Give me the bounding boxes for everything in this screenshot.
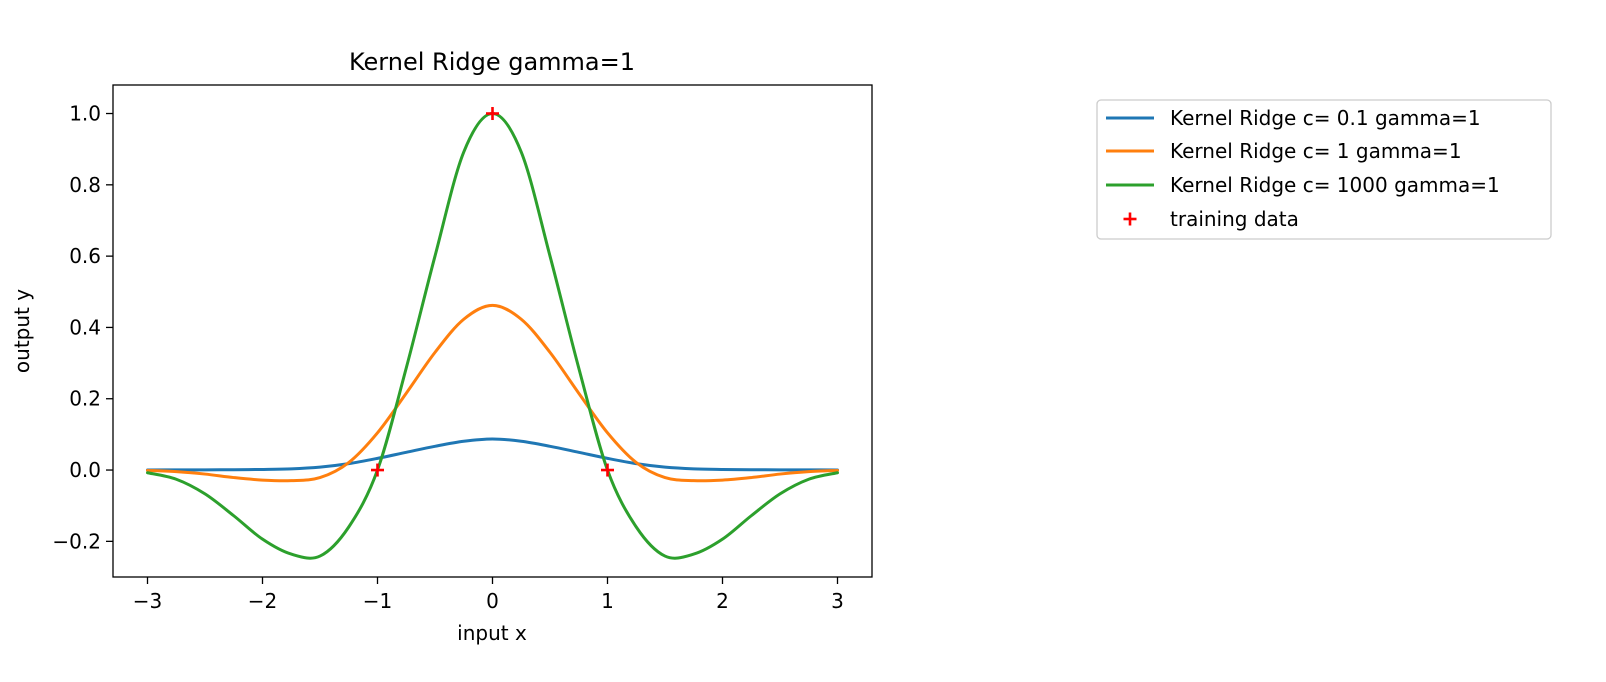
y-tick-label: −0.2 (52, 529, 101, 553)
series-line-3 (146, 112, 839, 560)
legend-box (1096, 99, 1552, 240)
series-line-1 (146, 437, 839, 472)
training-markers (371, 107, 614, 477)
x-tick-label: −2 (248, 589, 277, 613)
y-tick-label: 0.0 (69, 458, 101, 482)
y-tick-label: 0.4 (69, 315, 101, 339)
x-tick-label: −1 (363, 589, 392, 613)
series-line-2 (146, 303, 839, 483)
x-tick-label: 3 (831, 589, 844, 613)
x-tick-label: 1 (601, 589, 614, 613)
y-tick-label: 0.2 (69, 387, 101, 411)
legend-swatch-training (1123, 212, 1137, 226)
x-tick-label: 0 (486, 589, 499, 613)
legend-label-3: Kernel Ridge c= 1000 gamma=1 (1170, 173, 1500, 197)
legend-label-1: Kernel Ridge c= 0.1 gamma=1 (1170, 106, 1481, 130)
x-axis: −3 −2 −1 0 1 2 3 (133, 577, 844, 613)
x-tick-label: −3 (133, 589, 162, 613)
legend-label-2: Kernel Ridge c= 1 gamma=1 (1170, 139, 1462, 163)
chart-title: Kernel Ridge gamma=1 (349, 48, 635, 76)
plot-frame (112, 84, 873, 578)
y-tick-label: 0.6 (69, 244, 101, 268)
training-point (371, 463, 384, 477)
y-tick-label: 1.0 (69, 102, 101, 126)
legend: Kernel Ridge c= 0.1 gamma=1 Kernel Ridge … (1096, 99, 1552, 240)
y-axis-label: output y (10, 289, 34, 373)
training-point (486, 107, 499, 121)
plot-lines (146, 112, 839, 560)
legend-label-training: training data (1170, 207, 1299, 231)
x-axis-label: input x (457, 621, 527, 645)
training-point (601, 463, 614, 477)
y-axis: −0.2 0.0 0.2 0.4 0.6 0.8 1.0 (52, 102, 113, 553)
y-tick-label: 0.8 (69, 173, 101, 197)
x-tick-label: 2 (716, 589, 729, 613)
